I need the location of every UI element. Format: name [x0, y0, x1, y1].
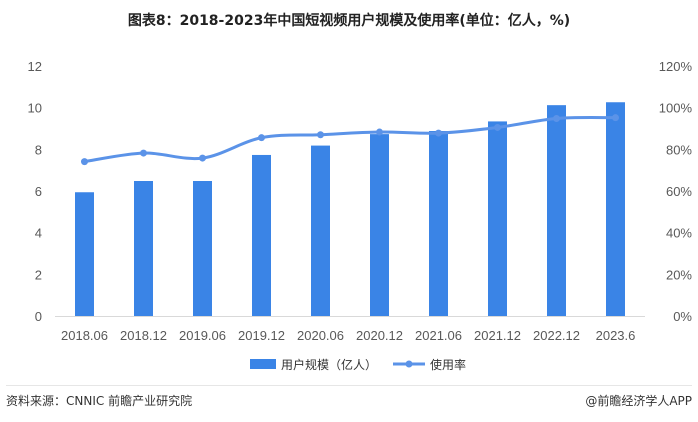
right-axis-tick: 20%	[666, 267, 692, 282]
legend-line-label: 使用率	[430, 357, 466, 372]
right-axis-tick: 80%	[666, 142, 692, 157]
bar	[311, 145, 330, 316]
source-text: 资料来源：CNNIC 前瞻产业研究院	[6, 394, 193, 408]
bar	[370, 134, 389, 316]
usage-rate-point	[199, 154, 206, 162]
x-axis-tick: 2018.12	[120, 328, 167, 343]
bar	[252, 154, 271, 316]
chart-title: 图表8：2018-2023年中国短视频用户规模及使用率(单位：亿人，%)	[127, 13, 571, 29]
x-axis-tick: 2022.12	[533, 328, 580, 343]
left-axis-tick: 0	[35, 309, 42, 324]
left-axis-tick: 10	[28, 101, 42, 116]
usage-rate-point	[612, 114, 619, 122]
right-axis-tick: 120%	[659, 59, 693, 74]
left-axis-tick: 8	[35, 142, 42, 157]
bar	[134, 181, 153, 316]
left-axis-tick: 6	[35, 184, 42, 199]
bar	[75, 192, 94, 316]
bar	[606, 102, 625, 316]
x-axis-tick: 2018.06	[61, 328, 108, 343]
x-axis-tick: 2020.12	[356, 328, 403, 343]
right-axis-tick: 0%	[673, 309, 692, 324]
legend-bar-label: 用户规模（亿人）	[281, 357, 377, 372]
usage-rate-point	[494, 123, 501, 131]
footer: 资料来源：CNNIC 前瞻产业研究院 @前瞻经济学人APP	[6, 385, 692, 409]
legend-bar-swatch	[250, 359, 276, 369]
credit-text: @前瞻经济学人APP	[585, 394, 692, 408]
bar	[488, 121, 507, 317]
bar	[547, 105, 566, 317]
right-axis-tick: 60%	[666, 184, 692, 199]
right-axis-tick: 40%	[666, 226, 692, 241]
usage-rate-line	[84, 116, 616, 164]
usage-rate-point	[81, 158, 88, 166]
usage-rate-point	[376, 128, 383, 136]
x-axis-tick: 2021.06	[415, 328, 462, 343]
x-axis-tick: 2020.06	[297, 328, 344, 343]
usage-rate-point	[435, 129, 442, 137]
x-axis-tick: 2019.12	[238, 328, 285, 343]
x-axis-tick: 2023.6	[596, 328, 636, 343]
right-axis-tick: 100%	[659, 101, 693, 116]
usage-rate-point	[258, 134, 265, 142]
left-axis-tick: 2	[35, 267, 42, 282]
left-axis-tick: 12	[28, 59, 42, 74]
bar	[429, 131, 448, 316]
left-axis-tick: 4	[35, 226, 42, 241]
usage-rate-point	[140, 149, 147, 157]
x-axis-tick: 2019.06	[179, 328, 226, 343]
usage-rate-point	[553, 115, 560, 122]
x-axis-tick: 2021.12	[474, 328, 521, 343]
legend-line-marker	[405, 360, 413, 368]
bar	[193, 181, 212, 316]
usage-rate-point	[317, 131, 324, 139]
